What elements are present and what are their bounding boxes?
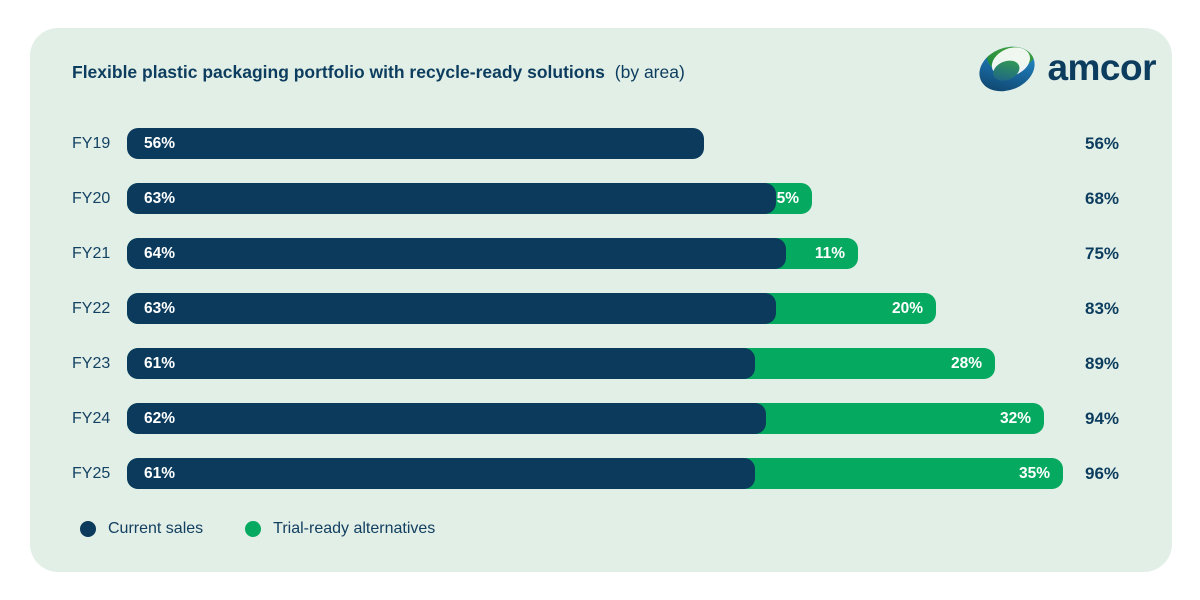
bar-segment-current-sales: 56%: [127, 128, 704, 159]
chart-row: FY25 35% 61% 96%: [72, 446, 1157, 501]
chart-title-main: Flexible plastic packaging portfolio wit…: [72, 62, 605, 82]
bar-value-current-sales: 61%: [144, 354, 176, 372]
bar-area: 28% 61%: [127, 348, 1067, 379]
legend: Current sales Trial-ready alternatives: [80, 520, 435, 538]
legend-item: Current sales: [80, 520, 203, 538]
bar-value-trial-ready: 32%: [999, 409, 1031, 427]
bar-value-current-sales: 56%: [144, 134, 176, 152]
category-label: FY23: [72, 354, 111, 372]
bar-value-trial-ready: 28%: [950, 354, 982, 372]
bar-area: 32% 62%: [127, 403, 1067, 434]
bar-area: 56%: [127, 128, 1067, 159]
bar-value-current-sales: 62%: [144, 409, 176, 427]
bar-segment-current-sales: 63%: [127, 293, 776, 324]
total-label: 83%: [1084, 298, 1120, 318]
bar-segment-current-sales: 62%: [127, 403, 766, 434]
category-label: FY25: [72, 464, 111, 482]
bar-segment-current-sales: 64%: [127, 238, 786, 269]
total-label: 96%: [1084, 463, 1120, 483]
amcor-orb-icon: [979, 41, 1038, 92]
chart-row: FY20 5% 63% 68%: [72, 171, 1157, 226]
bar-value-trial-ready: 5%: [776, 189, 799, 207]
total-label: 94%: [1084, 408, 1120, 428]
amcor-logo: amcor: [976, 40, 1156, 98]
bar-area: 11% 64%: [127, 238, 1067, 269]
chart-row: FY22 20% 63% 83%: [72, 281, 1157, 336]
total-label: 68%: [1084, 188, 1120, 208]
legend-dot-icon: [245, 521, 262, 537]
legend-dot-icon: [80, 521, 96, 537]
bar-value-current-sales: 64%: [144, 244, 176, 262]
bar-value-current-sales: 63%: [144, 189, 176, 207]
bar-area: 35% 61%: [127, 458, 1067, 489]
bar-segment-current-sales: 61%: [127, 458, 755, 489]
category-label: FY24: [72, 409, 111, 427]
chart-row: FY21 11% 64% 75%: [72, 226, 1157, 281]
category-label: FY20: [72, 189, 111, 207]
chart-card: Flexible plastic packaging portfolio wit…: [30, 28, 1172, 572]
bar-area: 5% 63%: [127, 183, 1067, 214]
bar-area: 20% 63%: [127, 293, 1067, 324]
bar-value-trial-ready: 35%: [1018, 464, 1050, 482]
bar-chart: FY19 56% 56% FY20 5% 63% 68% FY21 11% 64% 75% FY22 2…: [72, 116, 1157, 501]
chart-title: Flexible plastic packaging portfolio wit…: [72, 62, 685, 83]
bar-value-current-sales: 63%: [144, 299, 176, 317]
amcor-wordmark: amcor: [1047, 46, 1156, 88]
bar-segment-current-sales: 63%: [127, 183, 776, 214]
bar-value-trial-ready: 11%: [814, 244, 845, 262]
chart-row: FY24 32% 62% 94%: [72, 391, 1157, 446]
bar-value-current-sales: 61%: [144, 464, 176, 482]
bar-value-trial-ready: 20%: [891, 299, 923, 317]
legend-label: Trial-ready alternatives: [273, 520, 436, 537]
legend-item: Trial-ready alternatives: [245, 520, 435, 538]
chart-title-suffix: (by area): [614, 62, 685, 82]
category-label: FY21: [72, 244, 111, 262]
category-label: FY22: [72, 299, 111, 317]
chart-row: FY19 56% 56%: [72, 116, 1157, 171]
legend-label: Current sales: [108, 520, 204, 537]
total-label: 56%: [1084, 133, 1120, 153]
total-label: 89%: [1084, 353, 1120, 373]
category-label: FY19: [72, 134, 111, 152]
chart-row: FY23 28% 61% 89%: [72, 336, 1157, 391]
total-label: 75%: [1084, 243, 1120, 263]
bar-segment-current-sales: 61%: [127, 348, 755, 379]
